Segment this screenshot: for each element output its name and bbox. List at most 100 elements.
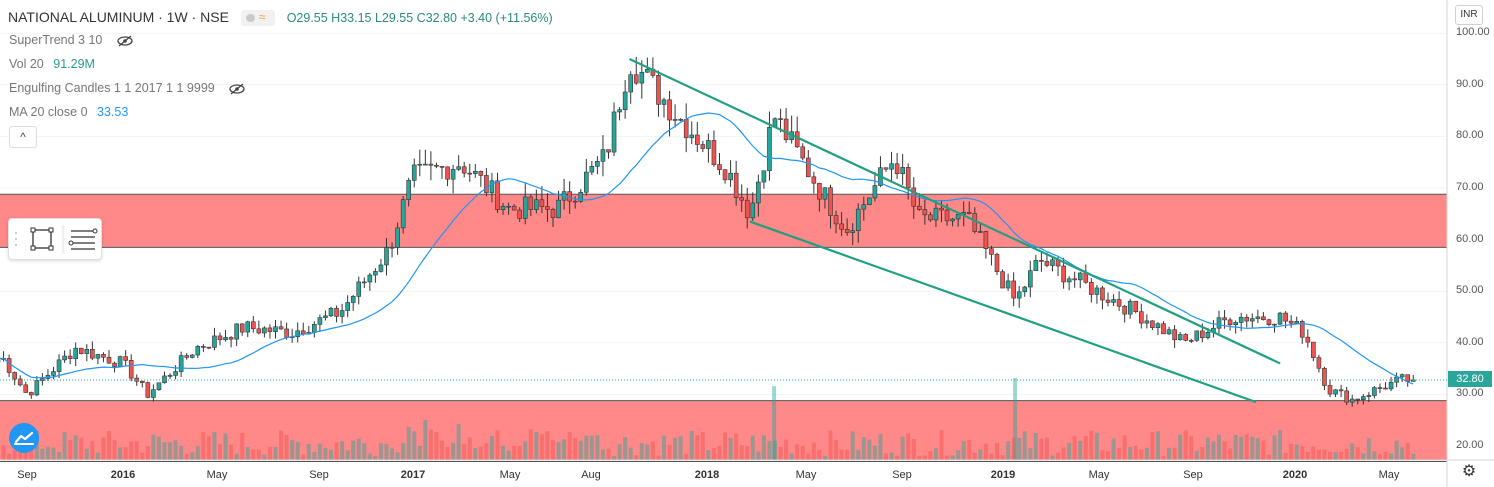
candle-body <box>667 99 672 121</box>
volume-bar <box>262 454 267 460</box>
candle-body <box>761 170 767 183</box>
volume-bar <box>95 452 100 460</box>
volume-bar <box>523 441 528 460</box>
volume-bar <box>589 435 594 460</box>
volume-bar <box>195 446 200 460</box>
volume-bar <box>617 444 622 460</box>
indicator-engulfing[interactable]: Engulfing Candles 1 1 2017 1 1 9999 <box>9 81 246 95</box>
volume-bar <box>1000 455 1005 460</box>
candle <box>1161 321 1166 335</box>
volume-bar <box>434 432 439 460</box>
candle-body <box>889 163 894 170</box>
candle-body <box>178 355 184 372</box>
volume-bars <box>1 378 1416 460</box>
candle <box>639 60 645 99</box>
candle-body <box>1011 280 1016 299</box>
candle-body <box>556 199 561 218</box>
eye-crossed-icon[interactable] <box>228 83 246 95</box>
candle <box>922 199 928 225</box>
candle <box>1322 366 1327 391</box>
candle <box>556 190 561 219</box>
volume-bar <box>834 439 839 460</box>
time-tick-label: Sep <box>892 469 912 481</box>
volume-bar <box>878 434 883 460</box>
candle-body <box>1188 340 1194 342</box>
volume-bar <box>1022 431 1027 460</box>
candle-body <box>461 166 467 174</box>
candle <box>461 161 467 178</box>
candle <box>750 192 756 221</box>
volume-bar <box>1094 432 1099 460</box>
volume-bar <box>1083 435 1088 460</box>
indicator-volume[interactable]: Vol 20 91.29M <box>9 57 95 71</box>
collapse-legend-button[interactable]: ^ <box>9 126 37 148</box>
candle-body <box>633 74 639 84</box>
candle-body <box>539 199 545 207</box>
candle-body <box>189 354 195 358</box>
candle-body <box>767 126 772 172</box>
candle <box>1155 322 1161 336</box>
indicator-supertrend[interactable]: SuperTrend 3 10 <box>9 33 134 47</box>
candle-body <box>73 347 78 359</box>
candle-body <box>850 230 856 233</box>
rectangle-tool-icon[interactable] <box>30 227 54 251</box>
candle-body <box>1305 336 1311 343</box>
volume-bar <box>367 453 372 460</box>
candle-body <box>1005 280 1011 289</box>
volume-bar <box>767 441 772 460</box>
candle-body <box>151 389 156 398</box>
tradingview-logo-icon[interactable] <box>9 423 39 453</box>
volume-bar <box>850 431 855 460</box>
candle <box>234 323 239 347</box>
price-tick-label: 80.00 <box>1456 129 1484 142</box>
candle <box>217 332 223 346</box>
candle <box>883 167 889 172</box>
candle-body <box>511 205 517 211</box>
price-tick-label: 40.00 <box>1456 335 1484 348</box>
candle-body <box>778 118 783 120</box>
volume-bar <box>978 449 983 460</box>
candle-body <box>1283 312 1288 322</box>
candle <box>817 182 822 212</box>
candle <box>622 79 628 119</box>
candle-body <box>1311 341 1316 358</box>
time-tick-label: Sep <box>17 469 37 481</box>
candle <box>650 57 656 79</box>
candle <box>128 354 134 382</box>
data-status-chip[interactable]: ≈ <box>240 10 275 27</box>
candle-body <box>128 360 134 379</box>
indicator-ma[interactable]: MA 20 close 0 33.53 <box>9 105 128 119</box>
candle <box>40 373 45 386</box>
volume-bar <box>806 453 811 460</box>
volume-bar <box>173 440 178 460</box>
candle <box>822 187 828 209</box>
volume-bar <box>45 446 50 460</box>
candle <box>239 323 245 336</box>
time-tick-label: May <box>206 469 228 481</box>
candle-body <box>916 205 922 210</box>
candle-body <box>6 358 12 373</box>
gear-icon[interactable]: ⚙ <box>1461 463 1477 480</box>
volume-bar <box>1239 436 1244 460</box>
volume-bar <box>334 442 339 460</box>
volume-bar <box>989 453 994 460</box>
candle <box>84 344 90 362</box>
currency-badge[interactable]: INR <box>1455 5 1483 25</box>
time-tick-label: May <box>795 469 817 481</box>
symbol-title[interactable]: NATIONAL ALUMINUM · 1W · NSE <box>8 9 229 25</box>
volume-bar <box>84 448 89 460</box>
volume-bar <box>312 451 317 460</box>
volume-bar <box>306 443 311 460</box>
candle <box>1333 389 1338 397</box>
candle <box>156 382 162 391</box>
candle <box>356 276 362 305</box>
drag-handle-icon[interactable] <box>15 232 17 246</box>
volume-bar <box>501 445 506 460</box>
volume-bar <box>1344 448 1349 460</box>
fib-lines-icon[interactable] <box>68 228 98 250</box>
candle <box>911 177 917 219</box>
volume-bar <box>1333 452 1338 460</box>
eye-crossed-icon[interactable] <box>116 35 134 47</box>
volume-bar <box>673 437 678 460</box>
